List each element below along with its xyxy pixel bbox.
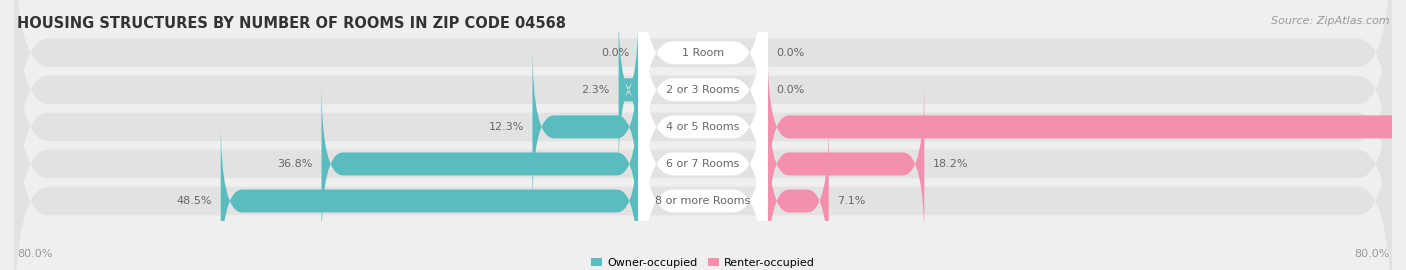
Text: 0.0%: 0.0% (602, 48, 630, 58)
Text: Source: ZipAtlas.com: Source: ZipAtlas.com (1271, 16, 1389, 26)
Text: 0.0%: 0.0% (776, 85, 804, 95)
FancyBboxPatch shape (638, 0, 768, 227)
FancyBboxPatch shape (14, 0, 1392, 187)
Text: 18.2%: 18.2% (934, 159, 969, 169)
FancyBboxPatch shape (768, 83, 924, 245)
Text: 0.0%: 0.0% (776, 48, 804, 58)
Text: 48.5%: 48.5% (177, 196, 212, 206)
FancyBboxPatch shape (533, 46, 638, 208)
FancyBboxPatch shape (14, 67, 1392, 270)
FancyBboxPatch shape (638, 0, 768, 190)
Text: 80.0%: 80.0% (1354, 249, 1389, 259)
Legend: Owner-occupied, Renter-occupied: Owner-occupied, Renter-occupied (586, 254, 820, 270)
FancyBboxPatch shape (322, 83, 638, 245)
FancyBboxPatch shape (221, 120, 638, 270)
Text: 7.1%: 7.1% (838, 196, 866, 206)
Text: 2.3%: 2.3% (582, 85, 610, 95)
Text: 36.8%: 36.8% (277, 159, 314, 169)
FancyBboxPatch shape (638, 27, 768, 270)
FancyBboxPatch shape (14, 0, 1392, 224)
FancyBboxPatch shape (638, 0, 768, 264)
Text: 2 or 3 Rooms: 2 or 3 Rooms (666, 85, 740, 95)
Text: HOUSING STRUCTURES BY NUMBER OF ROOMS IN ZIP CODE 04568: HOUSING STRUCTURES BY NUMBER OF ROOMS IN… (17, 16, 565, 31)
FancyBboxPatch shape (768, 46, 1406, 208)
Text: 12.3%: 12.3% (488, 122, 524, 132)
Text: 6 or 7 Rooms: 6 or 7 Rooms (666, 159, 740, 169)
Text: 8 or more Rooms: 8 or more Rooms (655, 196, 751, 206)
Text: 80.0%: 80.0% (17, 249, 52, 259)
FancyBboxPatch shape (638, 64, 768, 270)
Text: 1 Room: 1 Room (682, 48, 724, 58)
FancyBboxPatch shape (14, 30, 1392, 270)
FancyBboxPatch shape (768, 120, 828, 270)
FancyBboxPatch shape (14, 0, 1392, 261)
Text: 4 or 5 Rooms: 4 or 5 Rooms (666, 122, 740, 132)
FancyBboxPatch shape (617, 9, 640, 171)
